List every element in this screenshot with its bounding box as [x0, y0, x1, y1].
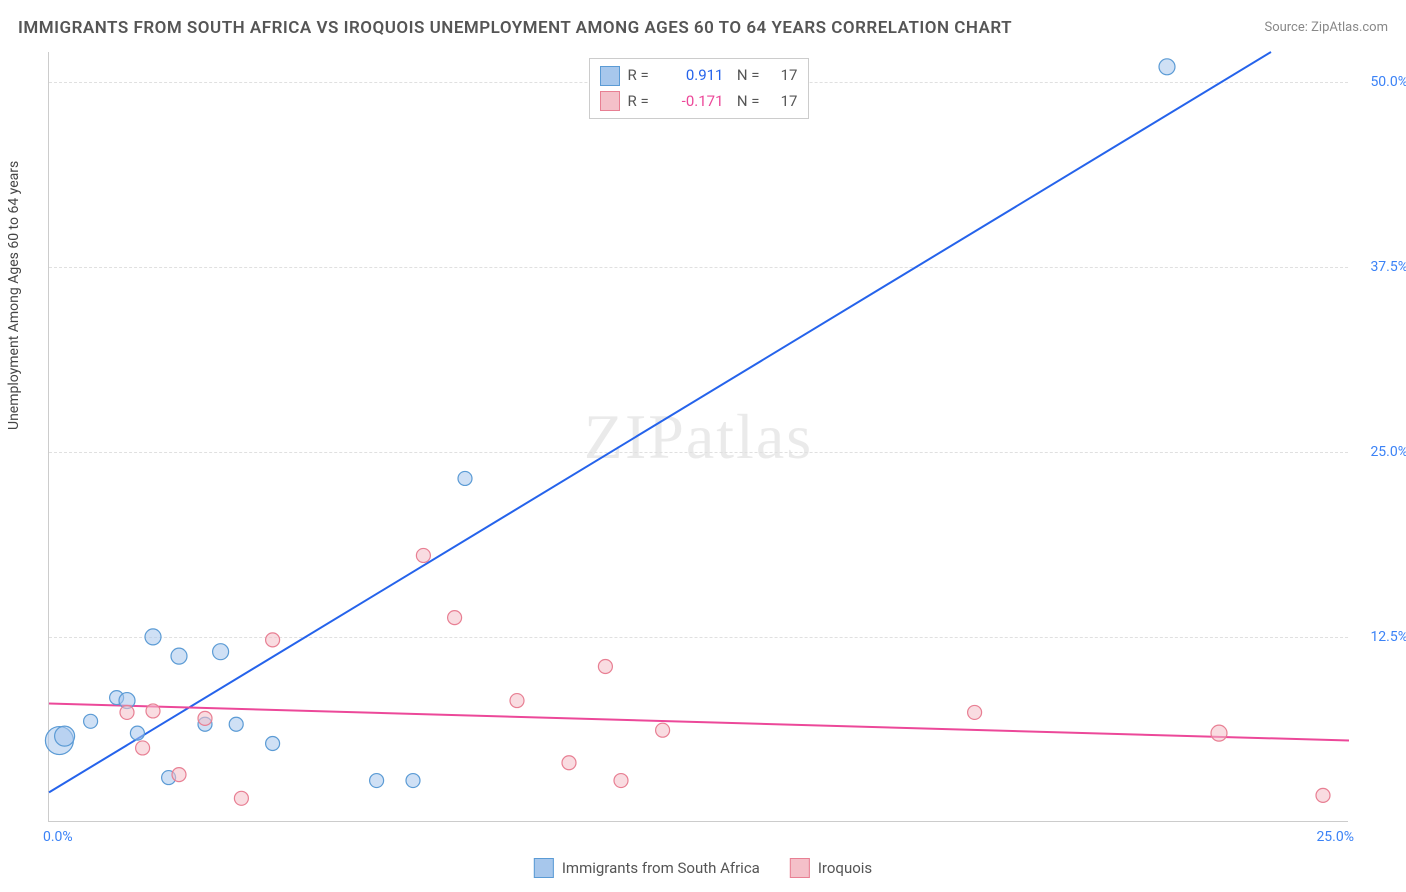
data-point: [968, 705, 982, 719]
data-point: [266, 737, 280, 751]
chart-title: IMMIGRANTS FROM SOUTH AFRICA VS IROQUOIS…: [18, 18, 1012, 38]
data-point: [120, 705, 134, 719]
y-tick-label: 50.0%: [1353, 74, 1406, 90]
data-point: [145, 629, 161, 645]
source-attribution: Source: ZipAtlas.com: [1264, 20, 1388, 35]
data-point: [229, 717, 243, 731]
legend-label: Immigrants from South Africa: [562, 859, 760, 877]
n-label: N =: [732, 63, 760, 89]
data-point: [266, 633, 280, 647]
data-point: [84, 714, 98, 728]
data-point: [448, 611, 462, 625]
data-point: [1211, 725, 1227, 741]
x-tick-max: 25.0%: [1316, 829, 1354, 845]
legend-swatch: [534, 858, 554, 878]
data-point: [213, 644, 229, 660]
data-point: [171, 648, 187, 664]
n-label: N =: [732, 89, 760, 115]
data-point: [136, 741, 150, 755]
y-tick-label: 25.0%: [1353, 444, 1406, 460]
r-label: R =: [628, 89, 656, 115]
x-tick-min: 0.0%: [43, 829, 73, 845]
data-point: [614, 774, 628, 788]
data-point: [510, 694, 524, 708]
n-value: 17: [768, 63, 798, 89]
legend-item: Iroquois: [790, 858, 872, 878]
trend-line: [49, 704, 1349, 741]
data-point: [1316, 788, 1330, 802]
legend-swatch: [790, 858, 810, 878]
regression-row: R = 0.911 N = 17: [600, 63, 798, 89]
regression-legend: R = 0.911 N = 17 R = -0.171 N = 17: [589, 58, 809, 119]
regression-row: R = -0.171 N = 17: [600, 89, 798, 115]
bottom-legend: Immigrants from South Africa Iroquois: [534, 858, 872, 878]
y-tick-label: 12.5%: [1353, 629, 1406, 645]
data-point: [416, 548, 430, 562]
data-point: [406, 774, 420, 788]
data-point: [1159, 59, 1175, 75]
legend-label: Iroquois: [818, 859, 872, 877]
data-point: [370, 774, 384, 788]
r-value: -0.171: [664, 89, 724, 115]
plot-area: ZIPatlas R = 0.911 N = 17 R = -0.171 N =…: [48, 52, 1348, 822]
trend-line: [49, 52, 1271, 792]
data-point: [458, 471, 472, 485]
y-axis-label: Unemployment Among Ages 60 to 64 years: [6, 161, 22, 430]
series-swatch: [600, 91, 620, 111]
data-point: [656, 723, 670, 737]
n-value: 17: [768, 89, 798, 115]
data-point: [598, 660, 612, 674]
y-tick-label: 37.5%: [1353, 259, 1406, 275]
chart-svg: [49, 52, 1348, 821]
legend-item: Immigrants from South Africa: [534, 858, 760, 878]
data-point: [146, 704, 160, 718]
data-point: [130, 726, 144, 740]
data-point: [562, 756, 576, 770]
series-swatch: [600, 66, 620, 86]
data-point: [172, 768, 186, 782]
data-point: [234, 791, 248, 805]
data-point: [198, 711, 212, 725]
r-value: 0.911: [664, 63, 724, 89]
r-label: R =: [628, 63, 656, 89]
data-point: [55, 726, 75, 746]
